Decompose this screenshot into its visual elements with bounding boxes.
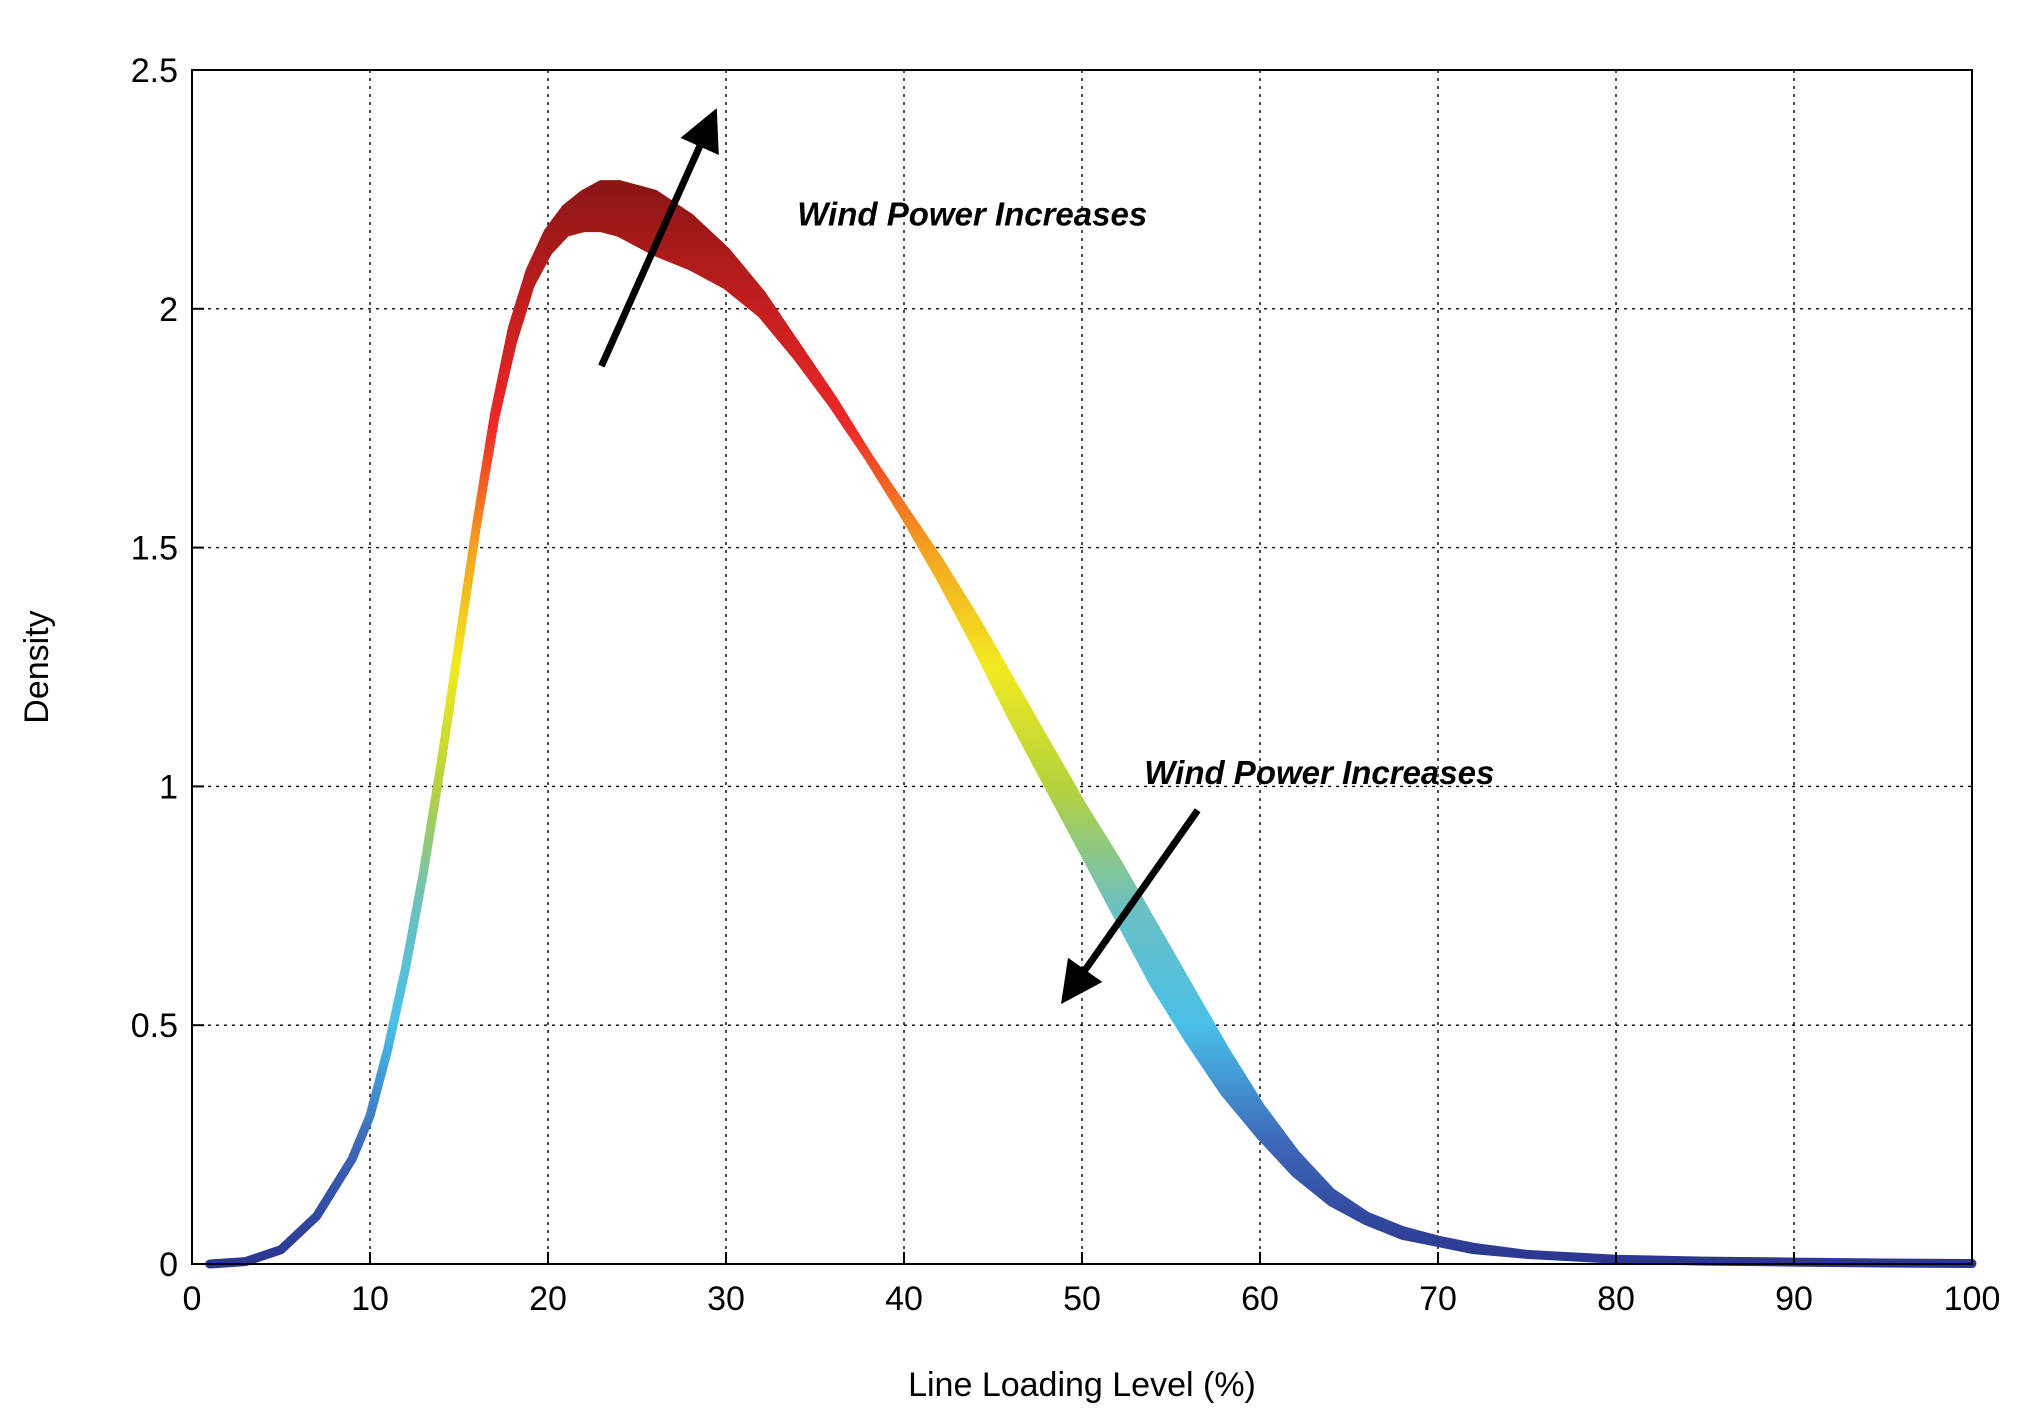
y-axis-ticks: 0 0.5 1 1.5 2 2.5 — [131, 52, 204, 1284]
annotations: Wind Power Increases Wind Power Increases — [598, 108, 1494, 1005]
x-tick-label: 90 — [1775, 1280, 1813, 1318]
x-tick-label: 100 — [1944, 1280, 2001, 1318]
density-band — [205, 180, 1977, 1269]
x-axis-label: Line Loading Level (%) — [908, 1366, 1256, 1404]
y-tick-label: 1.5 — [131, 530, 178, 568]
x-tick-label: 60 — [1241, 1280, 1279, 1318]
x-tick-label: 0 — [183, 1280, 202, 1318]
x-tick-label: 10 — [351, 1280, 389, 1318]
y-tick-label: 2 — [159, 291, 178, 329]
x-tick-label: 50 — [1063, 1280, 1101, 1318]
x-tick-label: 30 — [707, 1280, 745, 1318]
y-tick-label: 2.5 — [131, 52, 178, 90]
x-tick-label: 20 — [529, 1280, 567, 1318]
annotation-arrow — [1060, 808, 1201, 1005]
y-axis-label: Density — [18, 610, 56, 723]
annotation-arrow — [598, 108, 719, 368]
x-tick-label: 40 — [885, 1280, 923, 1318]
annotation-text: Wind Power Increases — [1144, 754, 1494, 791]
density-band-area — [205, 180, 1977, 1269]
x-tick-label: 80 — [1597, 1280, 1635, 1318]
series-lower-envelope — [209, 225, 1973, 1267]
y-tick-label: 0.5 — [131, 1007, 178, 1045]
y-tick-label: 1 — [159, 768, 178, 806]
x-axis-ticks: 0 10 20 30 40 50 60 70 80 90 100 — [183, 1252, 2001, 1318]
x-tick-label: 70 — [1419, 1280, 1457, 1318]
annotation-text: Wind Power Increases — [797, 195, 1147, 232]
y-tick-label: 0 — [159, 1246, 178, 1284]
series-upper-envelope — [209, 182, 1973, 1267]
